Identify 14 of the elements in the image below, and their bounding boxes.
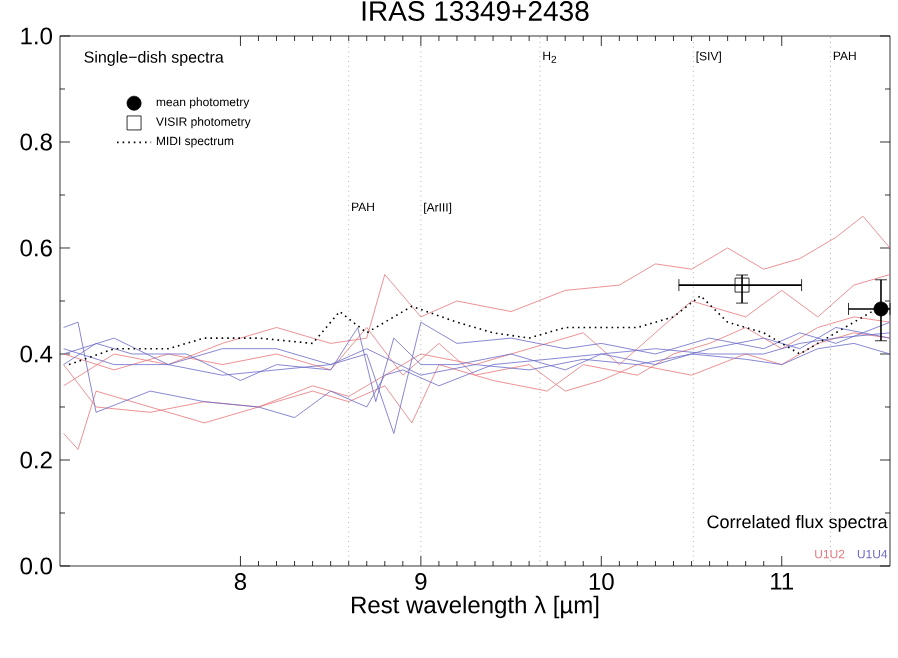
x-tick-label: 9 [415, 573, 427, 591]
x-tick-label: 8 [234, 573, 247, 591]
annotation: Correlated flux spectra [707, 515, 888, 532]
y-tick-label: 0.8 [20, 133, 52, 151]
x-axis-title: Rest wavelength λ [µm] [352, 595, 599, 619]
y-tick-label: 1.0 [21, 27, 53, 45]
legend-title: Single−dish spectra [84, 51, 224, 66]
y-tick-label: 0.6 [20, 239, 52, 257]
chart-title: IRAS 13349+2438 [362, 1, 589, 21]
y-tick-label: 0.2 [20, 451, 52, 469]
y-tick-label: 0.0 [20, 557, 53, 575]
y-tick-label: 0.4 [20, 345, 53, 363]
x-tick-label: 11 [771, 573, 794, 590]
x-tick-label: 10 [589, 573, 614, 591]
